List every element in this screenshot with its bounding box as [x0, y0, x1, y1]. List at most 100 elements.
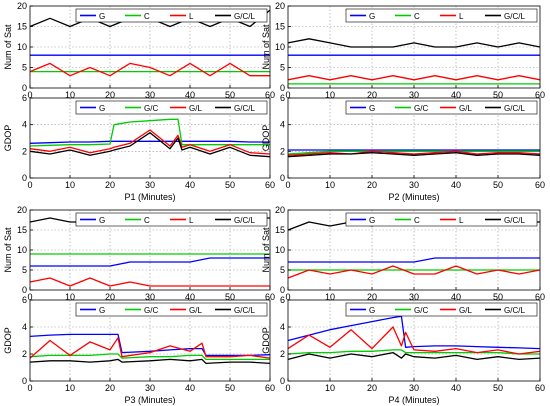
y-tick-label: 6	[22, 93, 27, 103]
y-tick-label: 10	[17, 42, 27, 52]
legend: G G/C G/L G/C/L	[75, 302, 268, 317]
x-tick-label: 50	[225, 292, 235, 302]
x-tick-label: 30	[409, 383, 419, 393]
legend-label: G/C/L	[504, 306, 525, 315]
x-tick-label: 40	[185, 383, 195, 393]
x-axis-label: P2 (Minutes)	[388, 192, 439, 202]
series-line-gcl	[29, 358, 271, 365]
x-tick-label: 60	[265, 383, 275, 393]
x-tick-label: 20	[367, 180, 377, 190]
chart-panel-p1-num-of-sat: 0 10 20 30 40 50 60 0 5 10 15 20 Num of Sat G C L G/C/L	[3, 1, 275, 100]
y-tick-label: 0	[280, 285, 285, 295]
y-tick-label: 10	[275, 42, 285, 52]
chart-panel-p3-gdop: 0 10 20 30 40 50 60 0 2 4 6 GDOP P3 (Minutes) G G/C G/L…	[3, 295, 275, 405]
x-tick-label: 60	[535, 383, 545, 393]
x-tick-label: 0	[285, 292, 290, 302]
x-tick-label: 30	[409, 292, 419, 302]
y-tick-label: 0	[280, 376, 285, 386]
y-tick-label: 0	[22, 173, 27, 183]
series-line-l	[287, 265, 541, 279]
y-tick-label: 4	[22, 322, 27, 332]
x-tick-label: 0	[285, 180, 290, 190]
y-tick-label: 15	[275, 225, 285, 235]
y-axis-label: Num of Sat	[261, 227, 271, 273]
y-tick-label: 2	[280, 349, 285, 359]
legend-label: G/L	[459, 104, 472, 113]
x-tick-label: 10	[65, 90, 75, 100]
series-line-gcl	[287, 38, 541, 48]
y-axis-label: GDOP	[261, 327, 271, 354]
legend-label: G/C/L	[234, 216, 255, 225]
series-line-g	[287, 315, 541, 350]
x-tick-label: 10	[325, 180, 335, 190]
legend-label: C	[414, 216, 420, 225]
x-tick-label: 40	[185, 90, 195, 100]
x-tick-label: 40	[451, 90, 461, 100]
y-tick-label: 0	[280, 173, 285, 183]
legend-label: L	[189, 216, 194, 225]
y-tick-label: 4	[280, 322, 285, 332]
legend-label: G	[369, 104, 375, 113]
legend-label: C	[144, 216, 150, 225]
x-tick-label: 0	[27, 90, 32, 100]
y-tick-label: 20	[17, 205, 27, 215]
chart-panel-p2-num-of-sat: 0 10 20 30 40 50 60 0 5 10 15 20 Num of Sat G C L G/C/L	[261, 1, 545, 100]
y-axis-label: Num of Sat	[3, 227, 13, 273]
x-tick-label: 20	[367, 292, 377, 302]
x-tick-label: 20	[367, 383, 377, 393]
legend: G C L G/C/L	[345, 8, 538, 23]
legend-label: G	[369, 216, 375, 225]
legend-label: G	[99, 306, 105, 315]
legend-label: G/C/L	[234, 104, 255, 113]
series-line-gc	[29, 118, 270, 147]
x-tick-label: 30	[145, 90, 155, 100]
y-tick-label: 2	[22, 146, 27, 156]
x-tick-label: 60	[535, 180, 545, 190]
y-axis-label: GDOP	[261, 125, 271, 152]
x-tick-label: 50	[493, 292, 503, 302]
x-tick-label: 50	[493, 383, 503, 393]
legend-label: G/C	[414, 306, 428, 315]
legend-label: C	[144, 12, 150, 21]
y-tick-label: 20	[275, 1, 285, 11]
legend-label: G	[369, 12, 375, 21]
legend-label: G/C/L	[234, 306, 255, 315]
y-tick-label: 6	[22, 295, 27, 305]
x-tick-label: 40	[185, 180, 195, 190]
x-tick-label: 0	[27, 383, 32, 393]
x-tick-label: 30	[145, 383, 155, 393]
x-tick-label: 20	[105, 383, 115, 393]
legend: G G/C G/L G/C/L	[75, 100, 268, 115]
y-axis-label: GDOP	[3, 327, 13, 354]
legend-label: C	[414, 12, 420, 21]
x-axis-label: P1 (Minutes)	[124, 192, 175, 202]
x-tick-label: 0	[27, 292, 32, 302]
y-tick-label: 10	[275, 245, 285, 255]
legend-label: G/C/L	[504, 104, 525, 113]
chart-panel-p2-gdop: 0 10 20 30 40 50 60 0 2 4 6 GDOP P2 (Minutes) G G/C G/L…	[261, 93, 545, 202]
x-tick-label: 20	[367, 90, 377, 100]
x-tick-label: 0	[285, 90, 290, 100]
x-tick-label: 40	[185, 292, 195, 302]
y-axis-label: GDOP	[3, 125, 13, 152]
y-tick-label: 6	[280, 93, 285, 103]
y-tick-label: 2	[280, 146, 285, 156]
legend: G C L G/C/L	[345, 212, 538, 227]
legend-label: G	[99, 104, 105, 113]
x-tick-label: 10	[325, 90, 335, 100]
x-tick-label: 40	[451, 383, 461, 393]
series-line-l	[287, 75, 541, 81]
legend-label: G	[369, 306, 375, 315]
series-line-gc	[287, 349, 540, 355]
x-tick-label: 0	[285, 383, 290, 393]
x-tick-label: 60	[535, 292, 545, 302]
x-tick-label: 10	[325, 292, 335, 302]
chart-panel-p1-gdop: 0 10 20 30 40 50 60 0 2 4 6 GDOP P1 (Minutes) G G/C G/L…	[3, 93, 275, 202]
y-tick-label: 0	[22, 376, 27, 386]
chart-panel-p3-num-of-sat: 0 10 20 30 40 50 60 0 5 10 15 20 Num of Sat G C L G/C/L	[3, 205, 275, 302]
x-tick-label: 60	[265, 90, 275, 100]
legend: G G/C G/L G/C/L	[345, 100, 538, 115]
y-axis-label: Num of Sat	[261, 24, 271, 70]
legend: G C L G/C/L	[75, 8, 268, 23]
